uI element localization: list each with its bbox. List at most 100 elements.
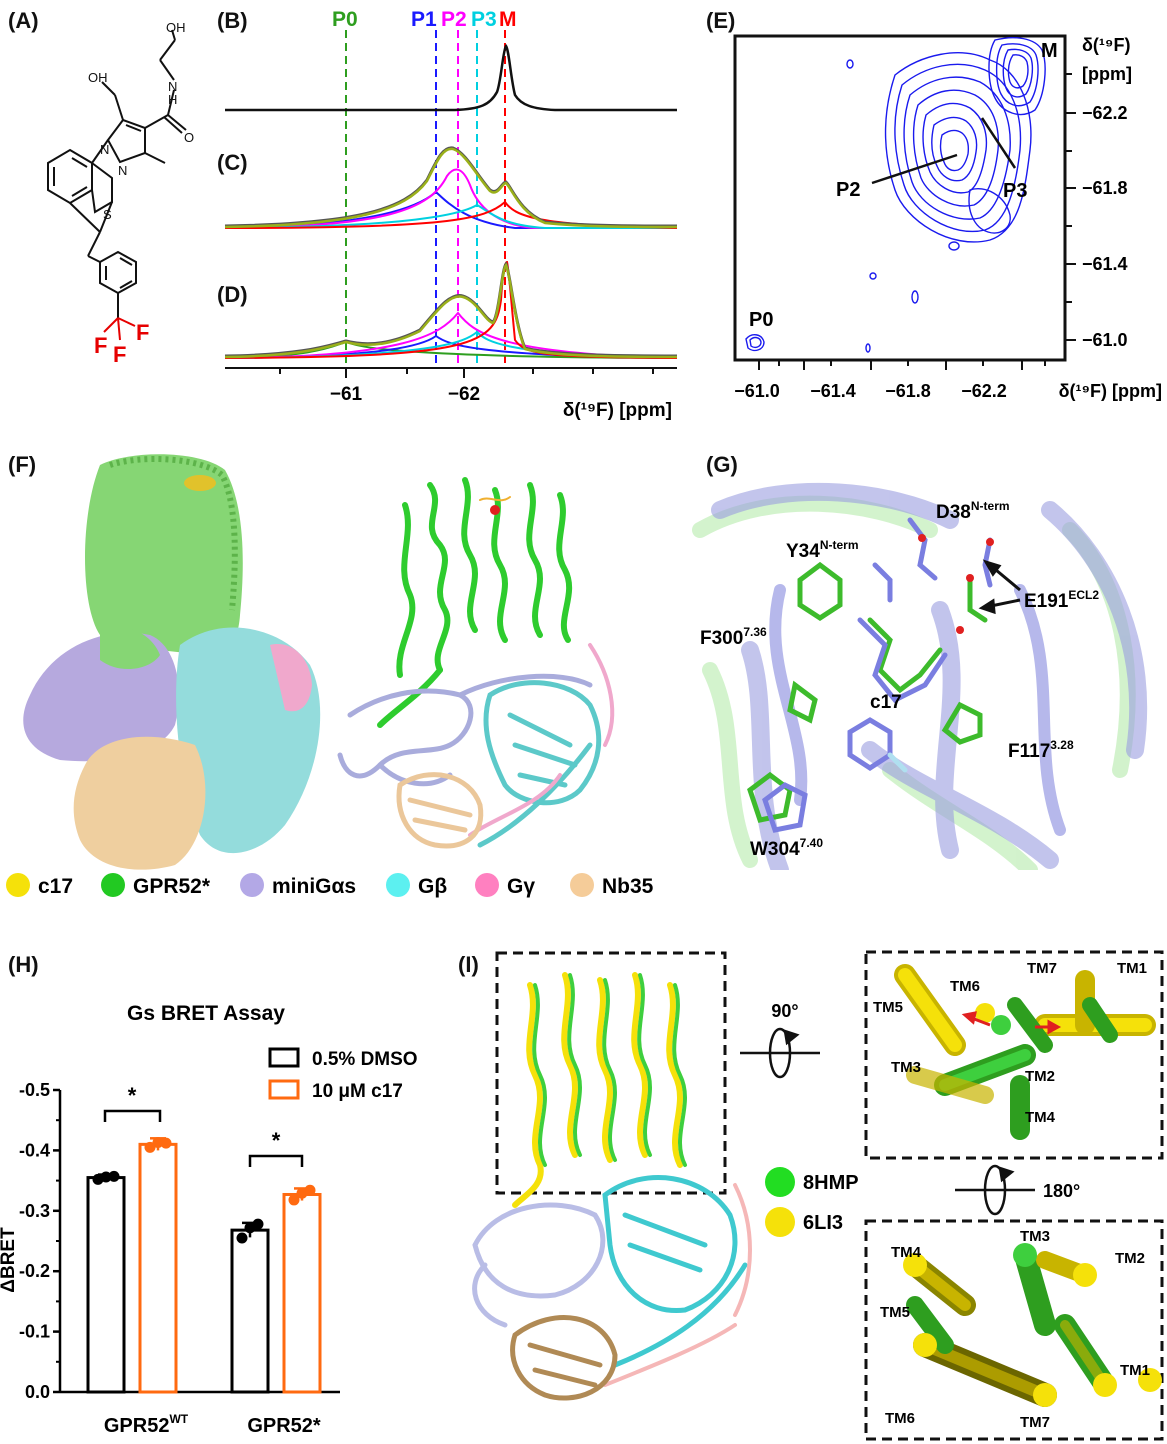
res-w304: W3047.40	[750, 836, 823, 860]
peak-label-p2: P2	[441, 8, 467, 31]
peak-label-p3: P3	[471, 8, 497, 31]
res-f117: F1173.28	[1008, 738, 1074, 762]
legend-swatch-gbeta	[386, 873, 410, 897]
rotate-icon-90	[740, 1027, 820, 1079]
hsqc-ytick-2: −61.4	[1082, 254, 1128, 274]
data-point	[236, 1232, 248, 1244]
bottom-tm5: TM5	[880, 1304, 910, 1321]
legend-label-nb35: Nb35	[602, 875, 654, 898]
bottom-tm6: TM6	[885, 1410, 915, 1427]
legend-label-8hmp: 8HMP	[803, 1172, 859, 1194]
top-view-box	[864, 950, 1164, 1160]
top-tm1: TM1	[1117, 960, 1147, 977]
bottom-tm4: TM4	[891, 1244, 922, 1261]
legend-label-6li3: 6LI3	[803, 1212, 843, 1234]
hsqc-ytick-3: −61.0	[1082, 330, 1128, 350]
spectrum-c-fit-p2	[224, 168, 677, 229]
atom-f1: F	[94, 333, 107, 358]
spectrum-d-fit-p1	[224, 334, 678, 359]
spectrum-c-sum	[224, 147, 678, 229]
pocket-oxygens	[918, 534, 994, 634]
atom-n1: N	[100, 142, 109, 157]
data-point	[304, 1184, 316, 1196]
top-tm6: TM6	[950, 978, 980, 995]
legend-label-ggamma: Gγ	[507, 875, 535, 898]
y-tick-label: -0.5	[19, 1080, 50, 1100]
panel-label-g: (G)	[706, 452, 738, 477]
legend-label-c17: c17	[38, 875, 73, 898]
nmr-xtick-61: −61	[330, 384, 363, 405]
res-f300: F3007.36	[700, 625, 767, 649]
sig-brackets	[103, 1109, 304, 1167]
e191-arrows	[978, 559, 1021, 615]
hsqc-pointer-p2	[871, 153, 958, 185]
bar	[138, 1142, 178, 1394]
hsqc-xtick-0: −61.0	[734, 381, 780, 401]
peak-label-m: M	[499, 8, 517, 31]
density-map	[23, 454, 321, 870]
rotate-label-180: 180°	[1043, 1181, 1080, 1201]
chart-title: Gs BRET Assay	[127, 1002, 285, 1025]
data-point	[100, 1171, 112, 1183]
nmr-spectra-panel: P0 P1 P2 P3 M −61	[224, 8, 678, 421]
res-d38: D38N-term	[936, 499, 1010, 523]
sig-star-mut: *	[272, 1128, 281, 1153]
bar	[86, 1176, 126, 1394]
bottom-tm1: TM1	[1120, 1362, 1150, 1379]
hsqc-pointer-p3	[980, 117, 1017, 169]
hsqc-xlabel: δ(¹⁹F) [ppm]	[1059, 381, 1162, 401]
res-y34: Y34N-term	[786, 538, 858, 562]
spectrum-b	[225, 43, 677, 112]
rotate-label-90: 90°	[771, 1001, 798, 1021]
bottom-tm7: TM7	[1020, 1414, 1050, 1431]
data-point	[152, 1137, 164, 1149]
y-tick-label: -0.4	[19, 1140, 50, 1160]
y-tick-label: -0.2	[19, 1261, 50, 1281]
legend-f: c17 GPR52* miniGαs Gβ Gγ Nb35	[6, 873, 654, 898]
panel-label-b: (B)	[217, 8, 248, 33]
pocket-sticks	[747, 517, 993, 833]
sig-star-wt: *	[128, 1083, 137, 1108]
atom-n-amide: N	[168, 79, 177, 94]
atom-f3: F	[136, 320, 149, 345]
atom-oh2: OH	[88, 70, 108, 85]
chart-axes: 0.0 -0.1 -0.2 -0.3 -0.4 -0.5	[19, 1080, 340, 1402]
ribbon-model	[337, 477, 615, 849]
chart-ylabel: ΔBRET	[0, 1227, 19, 1293]
legend-swatch-8hmp	[765, 1167, 795, 1197]
legend-label-c17-bret: 10 μM c17	[312, 1081, 403, 1102]
hsqc-ylabel: δ(¹⁹F)	[1082, 35, 1130, 55]
panel-label-d: (D)	[217, 282, 248, 307]
cryoem-panel: c17 GPR52* miniGαs Gβ Gγ Nb35	[6, 454, 654, 898]
panel-label-h: (H)	[8, 952, 39, 977]
atom-h-amide: H	[168, 92, 177, 107]
shift-arrows	[961, 1011, 1062, 1035]
legend-label-dmso: 0.5% DMSO	[312, 1049, 418, 1070]
molecule-structure: OH OH N H O N N S F F F	[47, 20, 194, 367]
bret-bar-chart: Gs BRET Assay ΔBRET 0.0 -0.1 -0.2 -0.3 -0.4 -…	[0, 1002, 418, 1437]
peak-label-p0: P0	[332, 8, 358, 31]
bottom-tm2: TM2	[1115, 1250, 1145, 1267]
data-point	[252, 1218, 264, 1230]
spectrum-d-sum	[224, 262, 678, 359]
panel-label-a: (A)	[8, 8, 39, 33]
atom-s: S	[103, 207, 112, 222]
y-tick-label: -0.1	[19, 1322, 50, 1342]
legend-swatch-gpr52	[101, 873, 125, 897]
bottom-view-cylinders	[903, 1243, 1162, 1407]
top-tm3: TM3	[891, 1059, 921, 1076]
atom-n2: N	[118, 163, 127, 178]
spectrum-c-fit-p3	[224, 203, 677, 229]
panel-label-c: (C)	[217, 150, 248, 175]
legend-swatch-minigas	[240, 873, 264, 897]
data-point	[144, 1141, 156, 1153]
legend-label-gbeta: Gβ	[418, 875, 447, 898]
legend-swatch-6li3	[765, 1207, 795, 1237]
top-view-cylinders	[894, 964, 1156, 1140]
hsqc-label-p2: P2	[836, 179, 860, 201]
hsqc-label-m: M	[1041, 40, 1058, 62]
hsqc-ytick-0: −62.2	[1082, 103, 1128, 123]
bar	[230, 1228, 270, 1394]
data-point	[108, 1170, 120, 1182]
panel-label-f: (F)	[8, 452, 37, 477]
